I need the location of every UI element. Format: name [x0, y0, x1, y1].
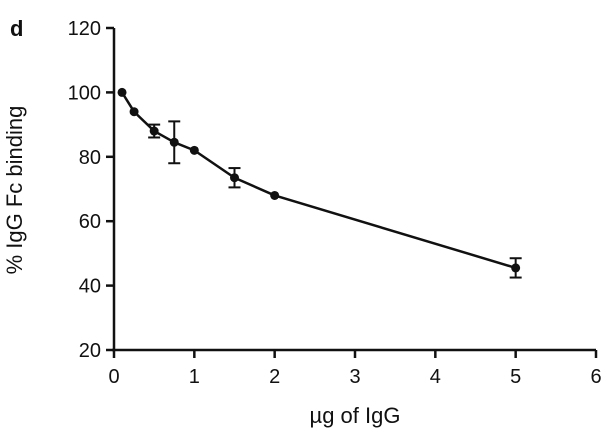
x-tick-label: 1: [189, 366, 200, 388]
y-tick-label: 60: [79, 211, 101, 233]
y-tick-label: 100: [68, 82, 101, 104]
x-ticks: 0 1 2 3 4 5 6: [108, 350, 602, 388]
data-point: [189, 145, 199, 155]
x-tick-label: 6: [590, 366, 601, 388]
data-point: [270, 190, 280, 200]
data-point: [149, 126, 159, 136]
x-tick-label: 4: [430, 366, 441, 388]
data-point: [230, 173, 239, 183]
series-layer: [117, 87, 522, 279]
x-axis-title: µg of IgG: [310, 403, 401, 428]
x-tick-label: 3: [349, 366, 360, 388]
axes: [112, 28, 596, 352]
data-point: [169, 137, 179, 147]
data-point: [129, 107, 139, 117]
x-tick-label: 2: [269, 366, 280, 388]
y-tick-label: 120: [68, 18, 101, 40]
y-ticks: 20 40 60 80 100 120: [68, 18, 114, 362]
x-tick-label: 5: [510, 366, 521, 388]
y-tick-label: 20: [79, 340, 101, 362]
y-tick-label: 80: [79, 147, 101, 169]
y-axis-title: % IgG Fc binding: [2, 106, 27, 275]
panel-label: d: [10, 16, 23, 41]
data-point: [511, 263, 521, 273]
x-tick-label: 0: [108, 366, 119, 388]
data-point: [117, 87, 127, 97]
y-tick-label: 40: [79, 276, 101, 298]
series-line: [120, 91, 517, 270]
